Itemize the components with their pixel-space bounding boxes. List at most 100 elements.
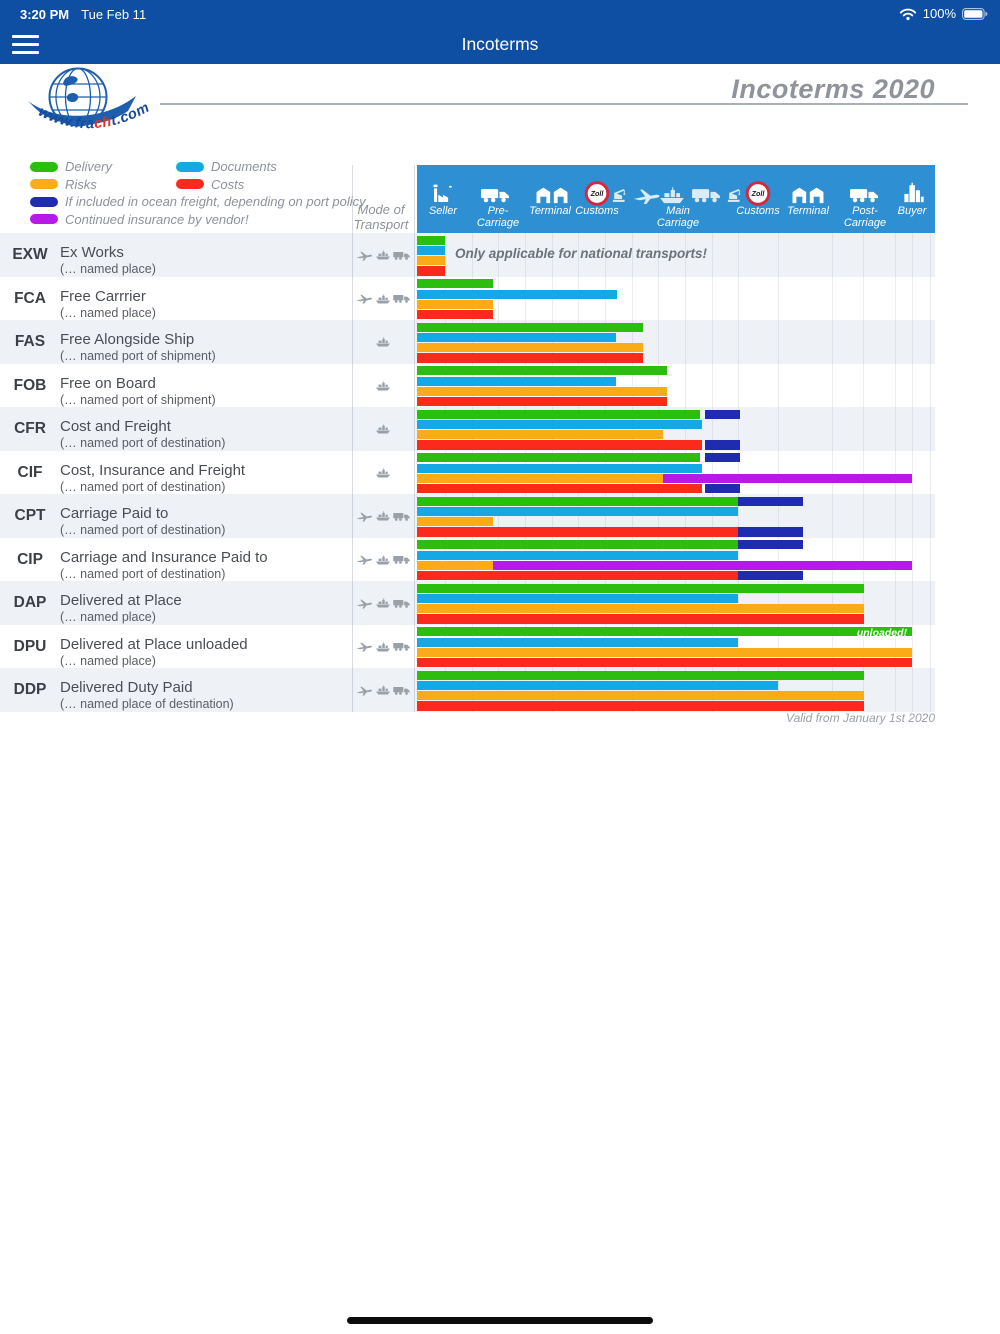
incoterm-place: (… named port of shipment) <box>60 392 216 407</box>
bars-track <box>417 451 935 495</box>
legend-label: Continued insurance by vendor! <box>65 211 249 227</box>
incoterm-name: Free Alongside Ship <box>60 331 195 348</box>
incoterm-place: (… named place) <box>60 653 156 668</box>
bar-costs <box>417 440 702 450</box>
truck-icon <box>393 641 410 652</box>
mode-of-transport-icons <box>351 291 414 307</box>
bars-track <box>417 407 935 451</box>
legend-label: Risks <box>65 176 97 192</box>
date: Tue Feb 11 <box>81 7 147 22</box>
ship-icon <box>375 250 391 260</box>
legend: Delivery Documents Risks Costs If included i… <box>30 159 366 227</box>
row-fca: FCA Free Carrrier (… named place) <box>0 277 935 321</box>
incoterm-code: FAS <box>14 333 46 350</box>
ship-icon <box>375 468 391 478</box>
bar-ocean_freight <box>705 453 740 463</box>
legend-item-risks: Risks <box>30 176 176 192</box>
bar-delivery <box>417 235 445 245</box>
ship-icon <box>375 642 391 652</box>
truck-icon <box>393 511 410 522</box>
bar-risks <box>417 647 912 657</box>
bar-documents <box>417 333 616 343</box>
bar-documents <box>417 507 738 517</box>
mode-of-transport-icons <box>351 682 414 698</box>
stage-label: Pre- Carriage <box>476 205 520 229</box>
plane-icon <box>356 250 373 261</box>
hamburger-menu-icon[interactable] <box>12 35 39 55</box>
bar-ocean_freight <box>738 540 803 550</box>
bar-insurance <box>663 473 912 483</box>
bar-documents <box>417 376 616 386</box>
plane-icon <box>356 641 373 652</box>
incoterms-table: EXW Ex Works (… named place) Only applicabl… <box>0 233 935 712</box>
legend-label: If included in ocean freight, depending … <box>65 194 366 209</box>
incoterm-code: CPT <box>14 507 46 524</box>
plane-icon <box>356 293 373 304</box>
clock: 3:20 PM <box>20 7 70 22</box>
ship-icon <box>375 555 391 565</box>
bar-ocean_freight <box>705 483 740 494</box>
column-separator <box>351 165 353 712</box>
ship-icon <box>375 598 391 608</box>
legend-item-insurance: Continued insurance by vendor! <box>30 211 365 227</box>
bar-delivery <box>417 409 700 419</box>
ship-icon <box>375 685 391 695</box>
incoterm-name: Ex Works <box>60 244 124 261</box>
stage-label: Post- Carriage <box>843 205 887 229</box>
bar-inline-label: unloaded! <box>856 626 907 639</box>
bar-costs <box>417 353 643 363</box>
row-dap: DAP Delivered at Place (… named place) <box>0 581 935 625</box>
truck-icon <box>393 293 410 304</box>
legend-item-ocean_freight: If included in ocean freight, depending … <box>30 194 366 209</box>
stage-label: Customs <box>736 205 780 217</box>
ship-icon <box>375 424 391 434</box>
bar-documents <box>417 550 738 560</box>
incoterm-name: Free on Board <box>60 374 156 392</box>
incoterm-code: CIF <box>17 463 43 481</box>
ship-icon <box>375 337 391 347</box>
incoterm-name: Delivered at Place unloaded <box>60 635 248 653</box>
bar-risks <box>417 386 667 396</box>
bar-costs <box>417 657 912 668</box>
nav-title: Incoterms <box>461 34 539 54</box>
incoterm-code: DPU <box>13 637 47 655</box>
crane-icon <box>610 184 630 204</box>
bar-ocean_freight <box>738 496 803 506</box>
mode-of-transport-icons <box>351 334 414 350</box>
ship-icon <box>659 187 686 204</box>
stage-label: Buyer <box>897 205 927 217</box>
row-cfr: CFR Cost and Freight (… named port of dest… <box>0 407 935 451</box>
top-bar: 3:20 PM Tue Feb 11 100% <box>0 0 1000 64</box>
bar-documents <box>417 594 738 604</box>
bar-ocean_freight <box>705 409 740 419</box>
bars-track <box>417 581 935 625</box>
mode-of-transport-icons <box>351 465 414 481</box>
bar-risks <box>417 343 643 353</box>
bar-ocean_freight <box>705 440 740 450</box>
mode-of-transport-icons <box>351 421 414 437</box>
bars-track <box>417 277 935 321</box>
home-indicator[interactable] <box>347 1317 653 1324</box>
battery-percent: 100% <box>922 6 956 21</box>
bar-risks <box>417 691 864 701</box>
row-fas: FAS Free Alongside Ship (… named port of s… <box>0 320 935 364</box>
plane-icon <box>356 685 373 696</box>
incoterm-place: (… named place) <box>60 262 156 276</box>
legend-item-documents: Documents <box>176 159 365 174</box>
mode-of-transport-icons <box>351 508 414 524</box>
valid-from-note: Valid from January 1st 2020 <box>786 711 935 725</box>
horizontal-rule <box>160 103 968 105</box>
truck-icon <box>393 685 410 696</box>
legend-item-delivery: Delivery <box>30 159 176 174</box>
incoterm-code: EXW <box>12 246 48 263</box>
mode-of-transport-icons <box>351 552 414 568</box>
row-note: Only applicable for national transports! <box>455 246 708 261</box>
legend-swatch-risks <box>30 179 58 189</box>
stage-label: Customs <box>575 205 619 217</box>
bar-delivery <box>417 453 700 463</box>
incoterm-name: Delivered at Place <box>60 592 182 609</box>
truck-icon <box>393 598 410 609</box>
bar-risks <box>417 256 445 266</box>
bars-track <box>417 233 935 277</box>
